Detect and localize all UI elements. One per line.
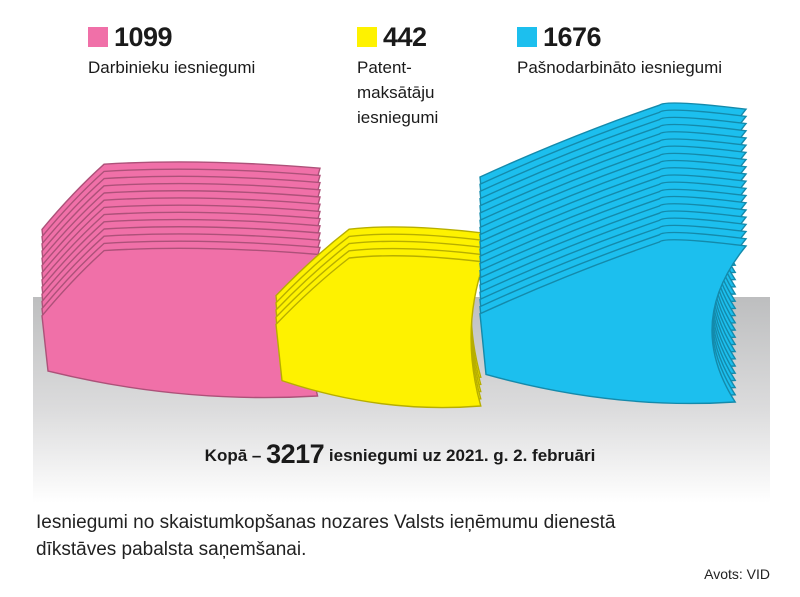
legend-label-line: iesniegumi [357, 108, 439, 127]
total-suffix: iesniegumi uz 2021. g. 2. februāri [328, 446, 596, 465]
paper-sheet [275, 255, 485, 409]
source-note: Avots: VID [704, 566, 770, 582]
legend-item-patentmaksataju: 442 Patent- maksātāju iesniegumi [357, 22, 438, 130]
paper-sheet [479, 239, 748, 405]
legend-swatch [88, 27, 108, 47]
total-line: Kopā – 3217 iesniegumi uz 2021. g. 2. fe… [0, 439, 800, 471]
stack-pasnodarbinato [479, 102, 748, 405]
legend-item-darbinieku: 1099 Darbinieku iesniegumi [88, 22, 255, 80]
legend-swatch [517, 27, 537, 47]
legend-label: Pašnodarbināto iesniegumi [517, 58, 723, 77]
legend-label-line: maksātāju [357, 83, 435, 102]
legend-value: 1099 [114, 22, 173, 52]
stack-patentmaksataju [275, 226, 485, 409]
legend-value: 442 [383, 22, 427, 52]
legend-label: Darbinieku iesniegumi [88, 58, 256, 77]
legend-value: 1676 [543, 22, 602, 52]
caption-line: dīkstāves pabalsta saņemšanai. [36, 539, 307, 560]
caption-line: Iesniegumi no skaistumkopšanas nozares V… [36, 512, 616, 533]
legend-item-pasnodarbinato: 1676 Pašnodarbināto iesniegumi [517, 22, 722, 80]
caption: Iesniegumi no skaistumkopšanas nozares V… [36, 509, 736, 563]
stack-darbinieku [41, 161, 321, 399]
legend-swatch [357, 27, 377, 47]
total-value: 3217 [266, 439, 325, 469]
total-prefix: Kopā – [204, 446, 262, 465]
legend-label-line: Patent- [357, 58, 412, 77]
